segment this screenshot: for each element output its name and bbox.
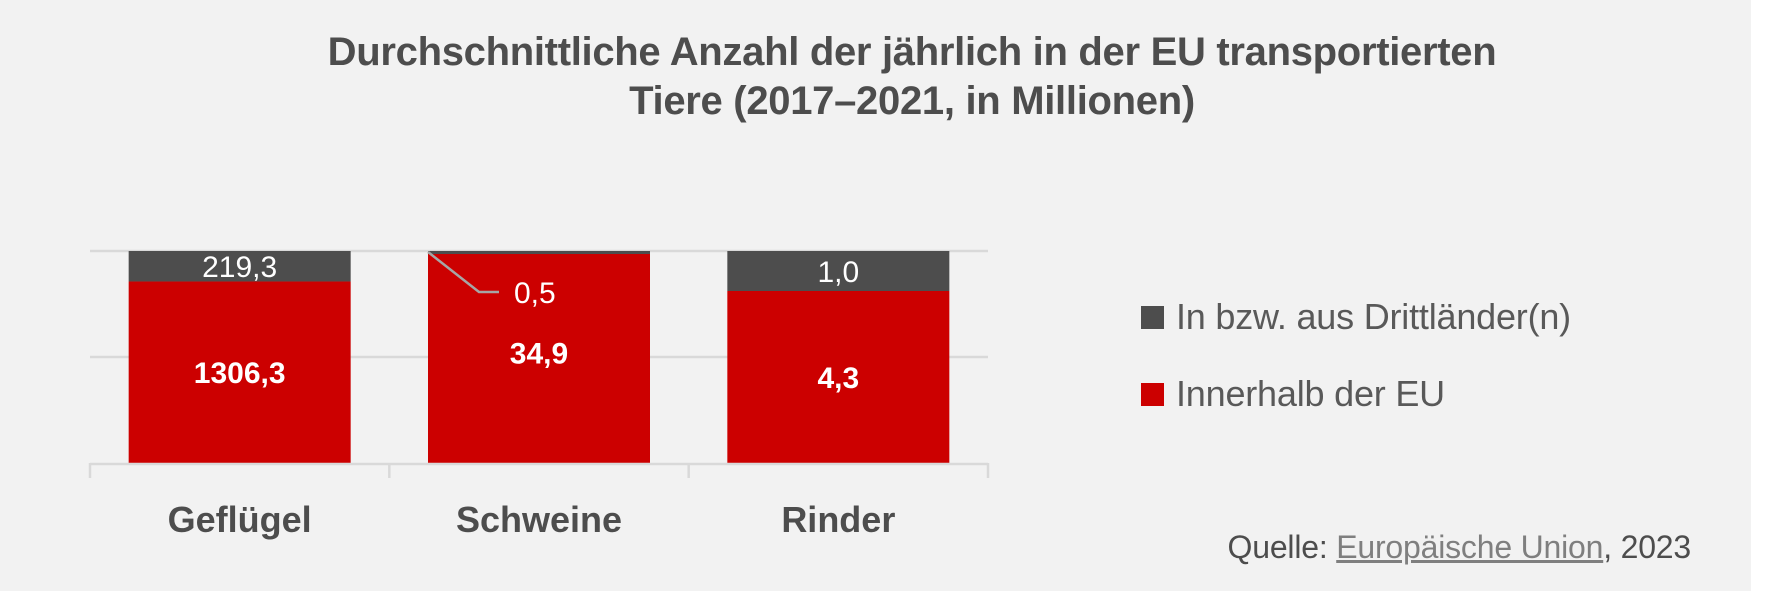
chart-title-line-2: Tiere (2017–2021, in Millionen) <box>629 79 1195 123</box>
source-prefix: Quelle: <box>1227 529 1337 565</box>
bars <box>128 251 950 463</box>
data-label-dritt: 219,3 <box>202 251 277 284</box>
bar-segment-innerhalb <box>128 281 351 463</box>
chart-canvas: Durchschnittliche Anzahl der jährlich in… <box>0 0 1751 591</box>
bar-segment-dritt <box>727 251 950 291</box>
data-label-dritt: 1,0 <box>817 256 859 289</box>
data-label-innerhalb: 4,3 <box>817 362 859 395</box>
legend: In bzw. aus Drittländer(n) Innerhalb der… <box>1141 296 1571 452</box>
chart-title-line-1: Durchschnittliche Anzahl der jährlich in… <box>327 30 1497 74</box>
legend-item-innerhalb: Innerhalb der EU <box>1141 373 1571 414</box>
chart-title: Durchschnittliche Anzahl der jährlich in… <box>0 28 1788 126</box>
legend-swatch-innerhalb <box>1141 382 1164 406</box>
source-link[interactable]: Europäische Union <box>1336 529 1604 565</box>
legend-label-dritt: In bzw. aus Drittländer(n) <box>1176 296 1571 337</box>
data-labels: 1306,3 219,3 34,9 0,5 4,3 1,0 <box>194 251 859 395</box>
stacked-bar-chart: Geflügel Schweine Rinder 1306,3 219,3 34,9 0,… <box>88 249 990 540</box>
legend-swatch-dritt <box>1141 305 1164 329</box>
x-tick-label: Geflügel <box>168 499 312 540</box>
data-label-innerhalb: 1306,3 <box>194 357 286 390</box>
data-label-dritt: 0,5 <box>514 277 556 310</box>
x-tick-label: Schweine <box>456 499 622 540</box>
bar-segment-innerhalb <box>428 253 650 463</box>
data-label-innerhalb: 34,9 <box>510 337 568 370</box>
bar-segment-dritt <box>428 251 650 254</box>
bar-segment-innerhalb <box>727 291 950 463</box>
source-suffix: , 2023 <box>1603 529 1691 565</box>
bar-segment-dritt <box>128 251 351 282</box>
leader-line <box>427 251 499 294</box>
legend-item-dritt: In bzw. aus Drittländer(n) <box>1141 296 1571 337</box>
x-axis: Geflügel Schweine Rinder <box>88 462 990 540</box>
x-tick-label: Rinder <box>781 499 895 540</box>
source-note: Quelle: Europäische Union, 2023 <box>1227 529 1692 566</box>
legend-label-innerhalb: Innerhalb der EU <box>1176 373 1445 414</box>
